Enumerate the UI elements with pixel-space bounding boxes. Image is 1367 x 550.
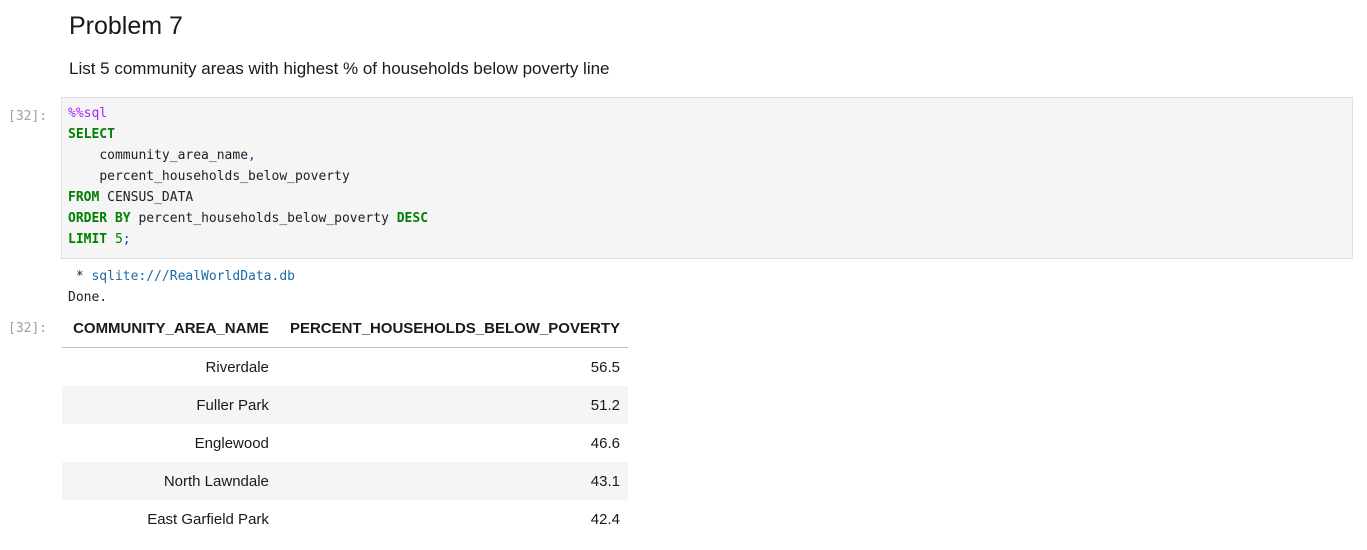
community-area-cell: East Garfield Park — [62, 500, 277, 538]
poverty-percent-cell: 43.1 — [276, 462, 628, 500]
poverty-percent-cell: 51.2 — [276, 386, 628, 424]
table-name: CENSUS_DATA — [107, 190, 194, 205]
semicolon: ; — [122, 232, 131, 247]
input-prompt: [32]: — [8, 109, 48, 124]
sql-magic: %%sql — [68, 106, 108, 121]
limit-value: 5 — [114, 232, 123, 247]
table-row: East Garfield Park 42.4 — [62, 500, 628, 538]
poverty-percent-cell: 56.5 — [276, 347, 628, 386]
result-table: COMMUNITY_AREA_NAME PERCENT_HOUSEHOLDS_B… — [62, 309, 628, 538]
table-row: Riverdale 56.5 — [62, 347, 628, 386]
table-row: Englewood 46.6 — [62, 424, 628, 462]
community-area-cell: Fuller Park — [62, 386, 277, 424]
table-header-row: COMMUNITY_AREA_NAME PERCENT_HOUSEHOLDS_B… — [62, 309, 628, 348]
problem-title: Problem 7 — [69, 12, 183, 40]
community-area-cell: Riverdale — [62, 347, 277, 386]
output-stream: * sqlite:///RealWorldData.db Done. — [68, 266, 295, 308]
connection-string: sqlite:///RealWorldData.db — [91, 269, 295, 284]
comma: , — [248, 148, 256, 163]
order-column: percent_households_below_poverty — [138, 211, 389, 226]
column-header: COMMUNITY_AREA_NAME — [62, 309, 277, 348]
community-area-cell: Englewood — [62, 424, 277, 462]
table-row: North Lawndale 43.1 — [62, 462, 628, 500]
problem-description: List 5 community areas with highest % of… — [69, 59, 610, 78]
connection-prefix: * — [68, 269, 92, 284]
community-area-cell: North Lawndale — [62, 462, 277, 500]
keyword-order-by: ORDER BY — [68, 211, 131, 226]
sql-code[interactable]: %%sql SELECT community_area_name, percen… — [68, 103, 1346, 250]
status-text: Done. — [68, 290, 108, 305]
keyword-select: SELECT — [68, 127, 115, 142]
table-row: Fuller Park 51.2 — [62, 386, 628, 424]
keyword-limit: LIMIT — [68, 232, 108, 247]
poverty-percent-cell: 42.4 — [276, 500, 628, 538]
keyword-from: FROM — [68, 190, 100, 205]
column-name-1: community_area_name — [99, 148, 249, 163]
code-cell-editor[interactable]: %%sql SELECT community_area_name, percen… — [61, 97, 1353, 259]
keyword-desc: DESC — [396, 211, 429, 226]
column-name-2: percent_households_below_poverty — [99, 169, 350, 184]
poverty-percent-cell: 46.6 — [276, 424, 628, 462]
column-header: PERCENT_HOUSEHOLDS_BELOW_POVERTY — [276, 309, 628, 348]
output-prompt: [32]: — [8, 321, 48, 336]
